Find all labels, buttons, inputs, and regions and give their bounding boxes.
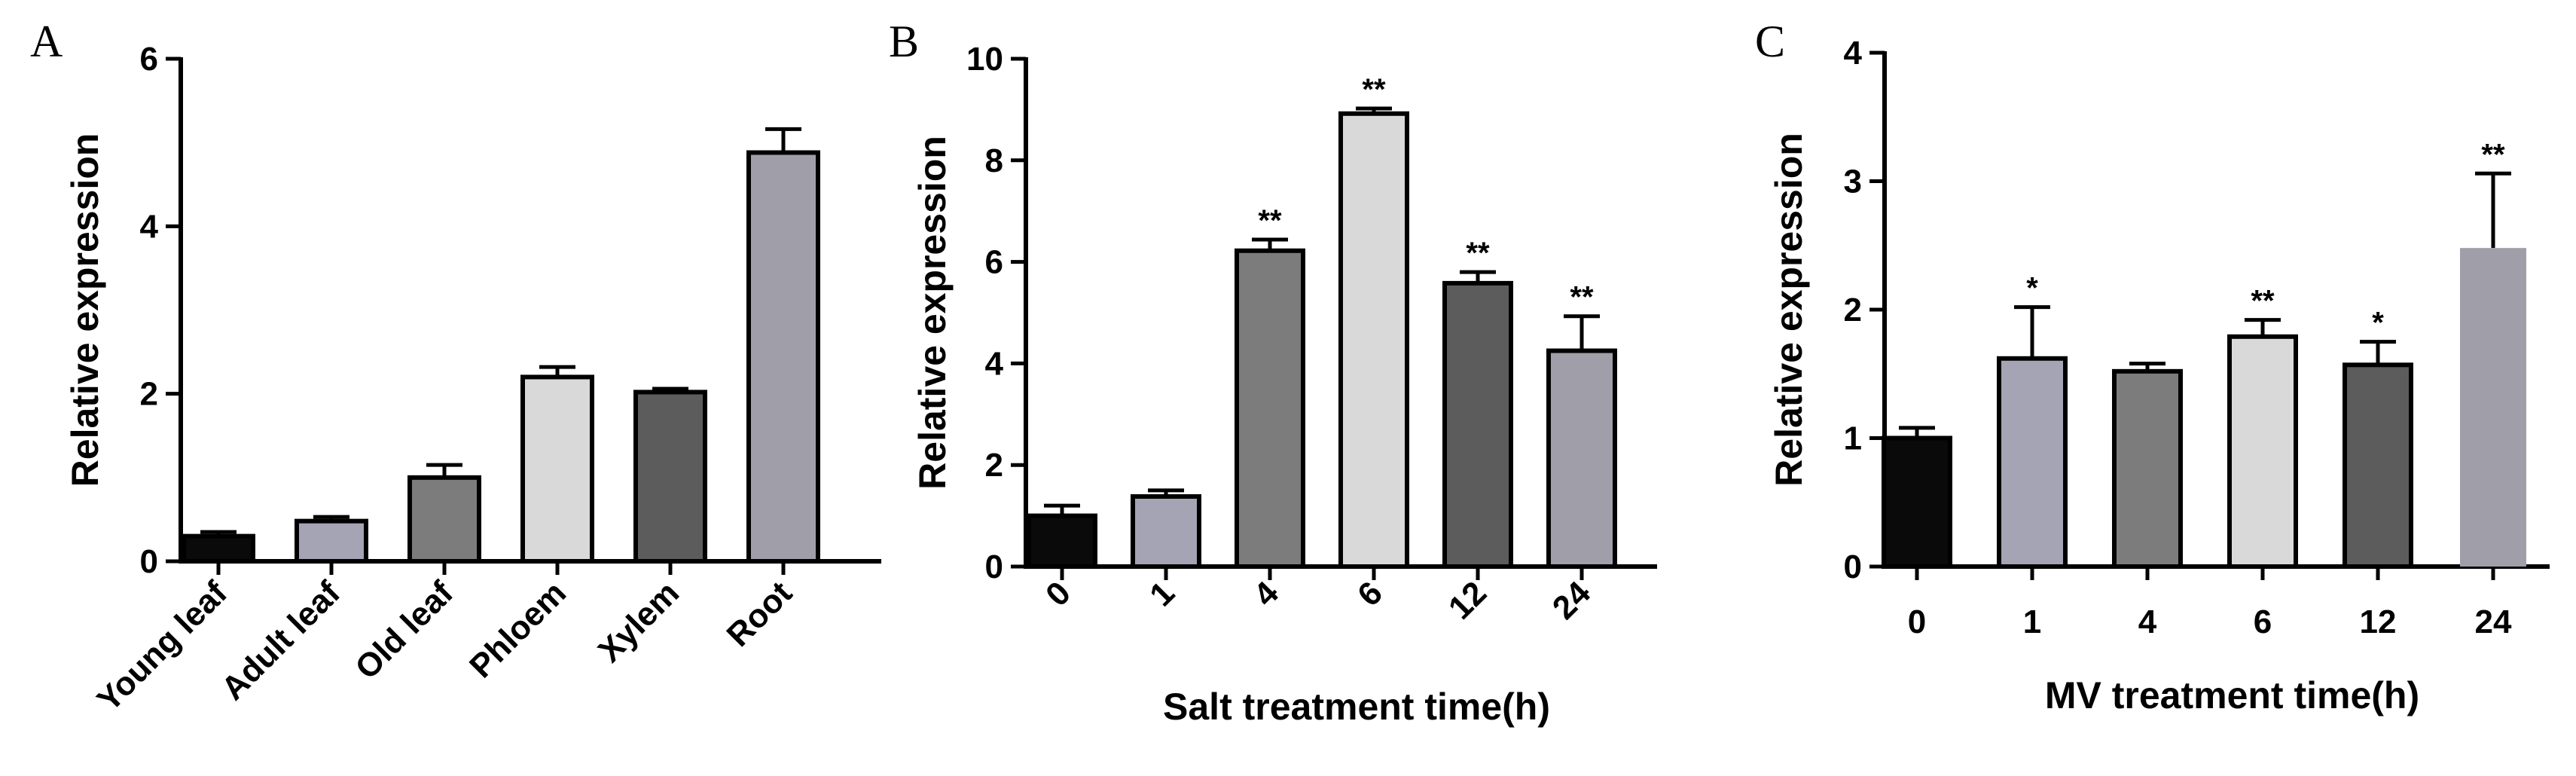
x-axis-title: MV treatment time(h)	[2045, 674, 2419, 716]
significance-mark: **	[2251, 285, 2275, 318]
category-label: 0	[1039, 574, 1078, 613]
category-label: 4	[2138, 603, 2157, 640]
panel-a: A 0 2 4 6 Relative expression Young leafAdult …	[30, 17, 881, 719]
y-tick-label: 0	[140, 543, 158, 580]
bar	[295, 518, 368, 564]
bar	[520, 374, 594, 564]
y-tick-label: 0	[1844, 548, 1862, 585]
category-label: 24	[2475, 603, 2512, 640]
category-label: 6	[2254, 603, 2272, 640]
bar	[1131, 493, 1201, 569]
category-label: 24	[1546, 574, 1598, 627]
category-label: Xylem	[591, 574, 686, 669]
y-tick-label: 4	[1844, 35, 1863, 72]
significance-mark: **	[1570, 281, 1594, 314]
category-label: Adult leaf	[215, 574, 348, 707]
bar	[1442, 280, 1513, 569]
category-label: Old leaf	[348, 574, 460, 686]
bar	[1027, 513, 1097, 569]
significance-mark: **	[1466, 237, 1490, 270]
bar	[182, 533, 255, 564]
category-label: 1	[2023, 603, 2041, 640]
x-axis-title: Salt treatment time(h)	[1163, 686, 1550, 728]
significance-mark: *	[2026, 272, 2038, 305]
panel-letter: A	[30, 17, 63, 66]
significance-mark: *	[2372, 307, 2384, 340]
panel-letter: B	[889, 17, 919, 66]
category-label: 6	[1351, 574, 1390, 613]
significance-mark: **	[1258, 204, 1282, 237]
bar	[746, 150, 820, 564]
bar	[1546, 348, 1617, 569]
category-label: 0	[1908, 603, 1926, 640]
category-label: 4	[1247, 574, 1286, 613]
y-tick-label: 2	[140, 376, 158, 413]
y-tick-label: 3	[1844, 163, 1862, 200]
bar	[1882, 435, 1952, 569]
category-label: 12	[2360, 603, 2397, 640]
y-axis-title: Relative expression	[64, 133, 106, 487]
bar	[1997, 356, 2068, 569]
significance-mark: **	[2481, 138, 2505, 171]
y-tick-label: 2	[985, 447, 1003, 484]
y-tick-label: 10	[966, 41, 1003, 78]
y-tick-label: 0	[985, 548, 1003, 585]
bar	[407, 475, 481, 564]
category-label: 12	[1442, 574, 1494, 626]
y-tick-label: 4	[140, 208, 159, 245]
significance-mark: **	[1362, 73, 1386, 106]
y-tick-label: 1	[1844, 420, 1862, 457]
category-label: Root	[720, 574, 800, 654]
bar	[633, 390, 707, 564]
y-tick-label: 8	[985, 142, 1003, 179]
y-tick-label: 6	[140, 41, 158, 78]
bar	[2460, 248, 2526, 567]
bar	[2343, 362, 2413, 569]
panel-letter: C	[1755, 17, 1785, 66]
bar	[2227, 334, 2298, 569]
y-tick-label: 2	[1844, 292, 1862, 328]
bar	[1338, 111, 1409, 570]
y-axis-title: Relative expression	[1768, 133, 1810, 487]
y-axis-title: Relative expression	[911, 136, 954, 490]
y-tick-label: 6	[985, 244, 1003, 281]
category-label: Phloem	[462, 574, 573, 685]
bar	[1235, 248, 1305, 569]
category-label: Young leaf	[90, 574, 235, 719]
bar	[2112, 368, 2183, 569]
y-tick-label: 4	[985, 345, 1004, 382]
category-label: 1	[1143, 574, 1182, 613]
